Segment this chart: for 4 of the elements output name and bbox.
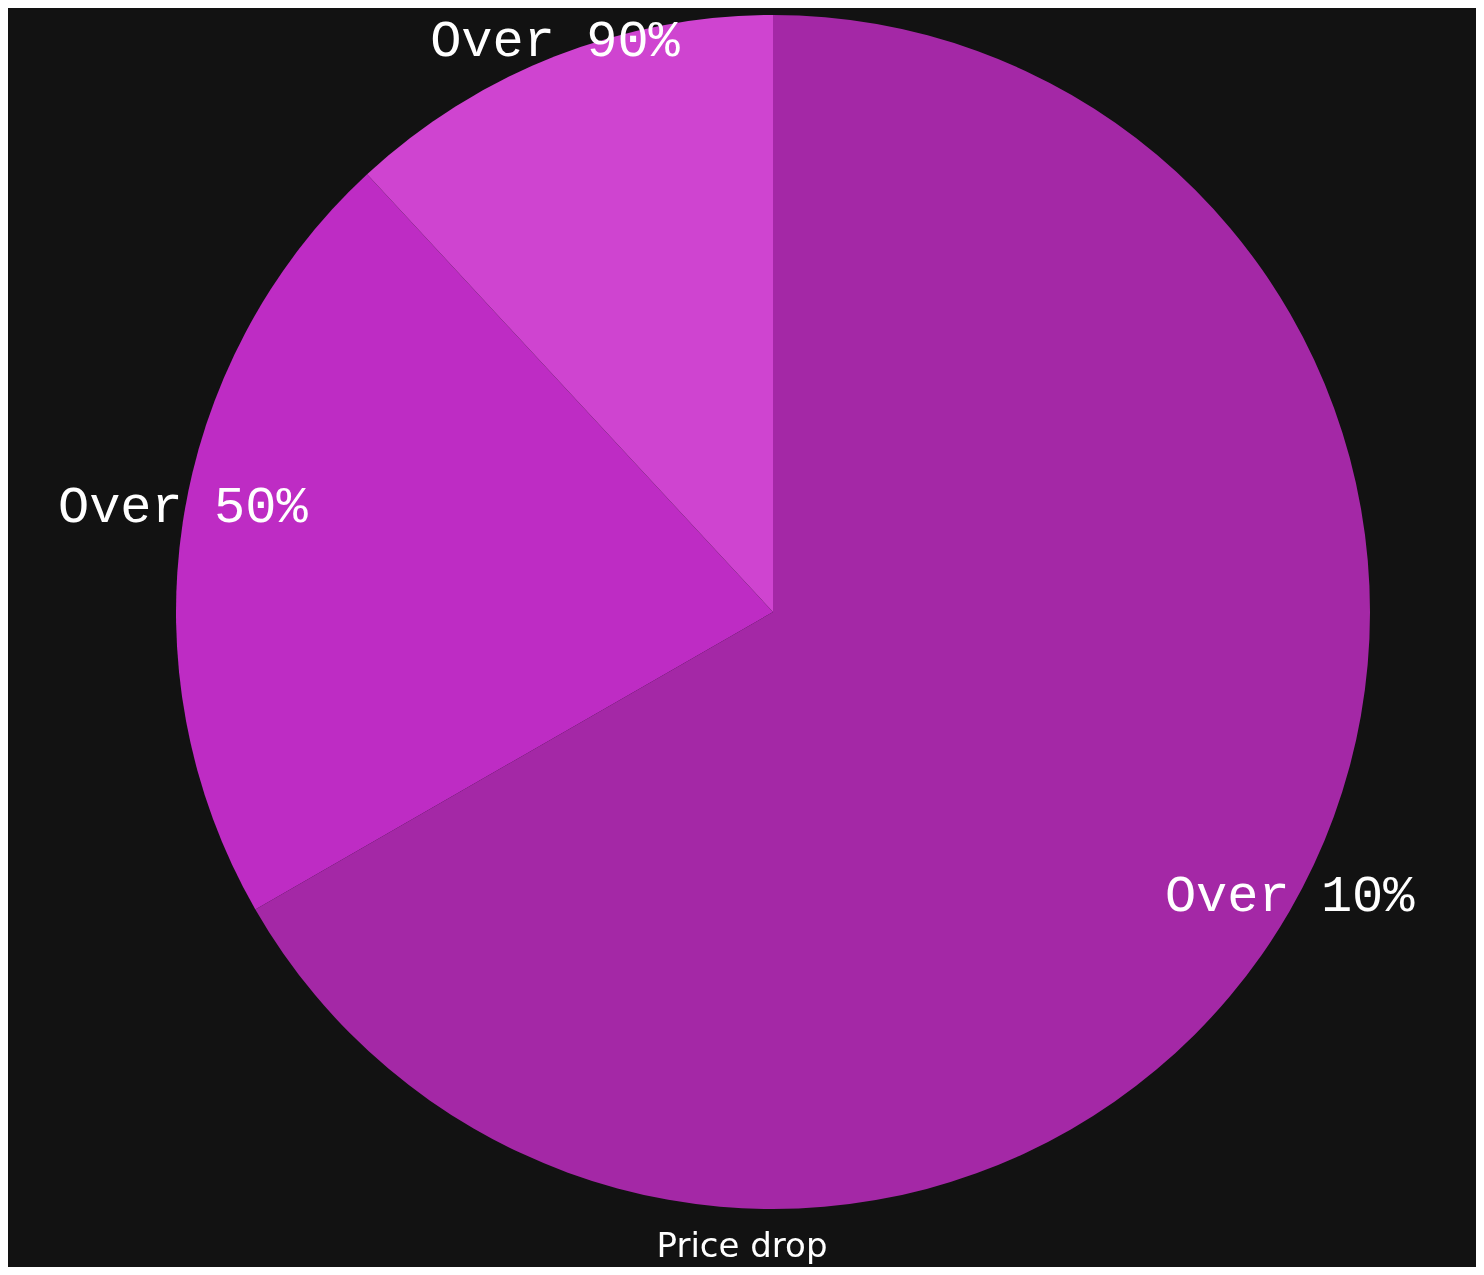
- slice-label: Over 50%: [57, 478, 309, 538]
- slice-label: Over 10%: [1164, 867, 1416, 927]
- text: Price drop: [656, 1225, 828, 1265]
- slice-label: Over 90%: [430, 12, 681, 72]
